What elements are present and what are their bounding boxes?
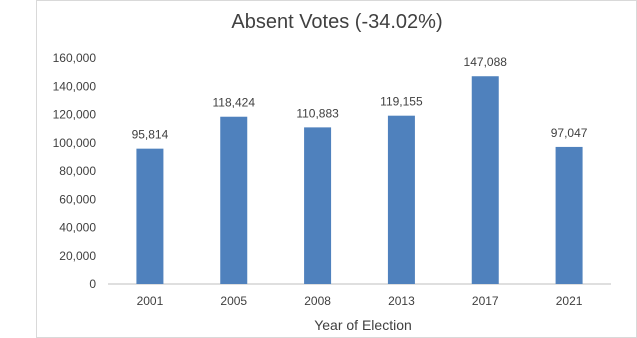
x-axis-title: Year of Election [314,317,412,333]
bar-2005 [220,116,248,284]
y-tick-label: 0 [89,277,96,291]
value-label-2001: 95,814 [132,128,169,142]
bars [136,76,583,285]
category-labels: 2001 2005 2008 2013 2017 2021 [137,294,583,308]
x-tick-label-2005: 2005 [220,294,247,308]
value-label-2021: 97,047 [551,126,588,140]
bar-2021 [555,146,583,284]
x-tick-label-2013: 2013 [388,294,415,308]
y-tick-label: 40,000 [59,221,96,235]
chart-border [36,0,637,338]
value-label-2017: 147,088 [464,55,508,69]
x-tick-label-2001: 2001 [137,294,164,308]
bar-2008 [304,127,332,284]
y-tick-label: 120,000 [53,108,97,122]
y-axis-ticks: 0 20,000 40,000 60,000 80,000 100,000 120,000 1… [53,51,97,291]
bar-2001 [136,148,164,284]
y-tick-label: 100,000 [53,136,97,150]
value-label-2008: 110,883 [296,106,339,120]
y-tick-label: 20,000 [59,249,96,263]
chart-title: Absent Votes (-34.02%) [231,11,442,33]
y-tick-label: 160,000 [53,51,97,65]
bar-2017 [471,76,499,285]
value-labels: 95,814 118,424 110,883 119,155 147,088 97,047 [132,55,588,141]
value-label-2013: 119,155 [380,95,423,109]
y-tick-label: 60,000 [59,192,96,206]
bar-2013 [387,115,415,284]
x-tick-label-2008: 2008 [304,294,331,308]
y-tick-label: 140,000 [53,79,97,93]
value-label-2005: 118,424 [213,96,256,110]
x-tick-label-2021: 2021 [556,294,583,308]
y-tick-label: 80,000 [59,164,96,178]
x-tick-label-2017: 2017 [472,294,499,308]
